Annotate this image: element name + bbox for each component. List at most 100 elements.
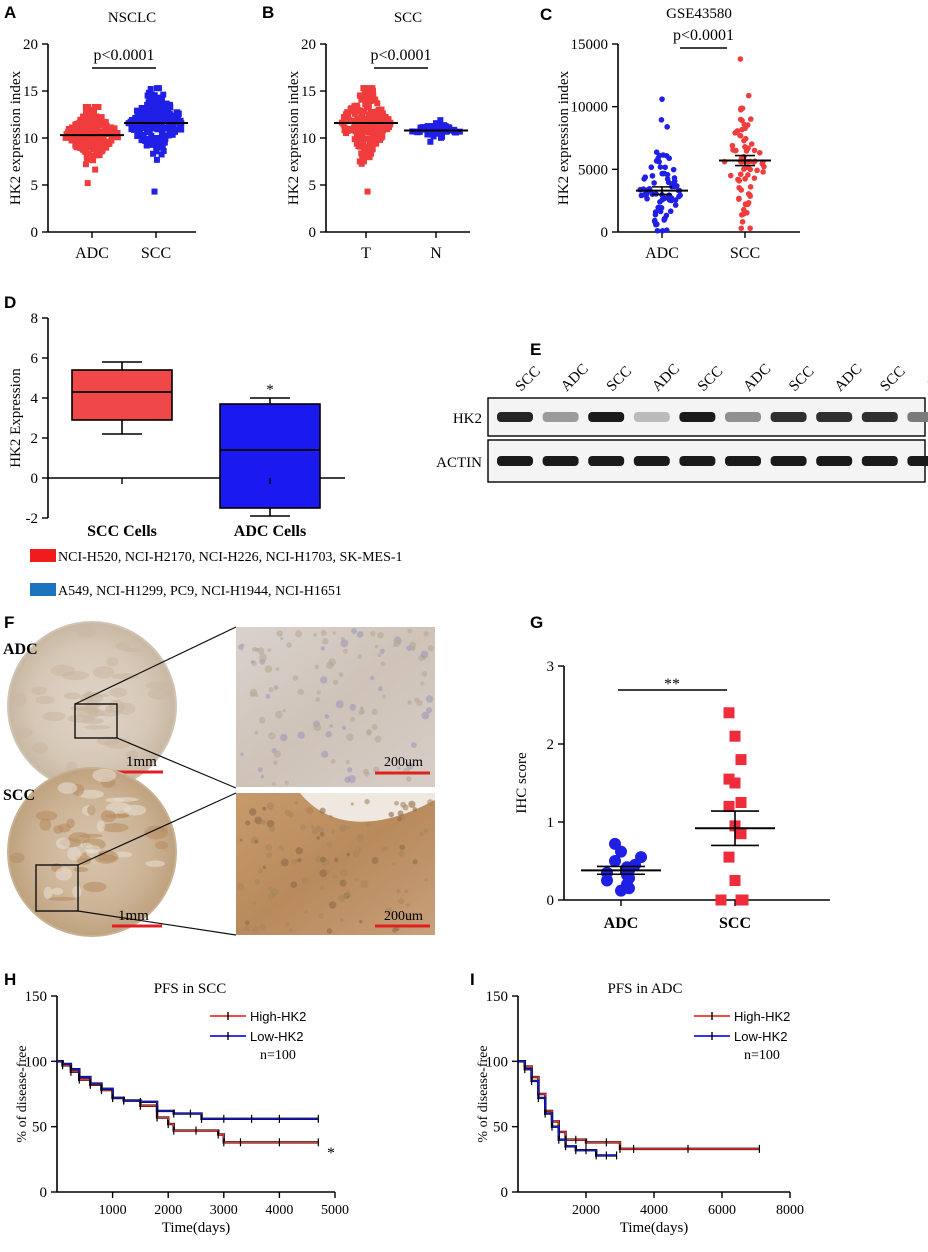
cell-nucleus [262,865,267,870]
panel-B: SCC HK2 expression index 0 5 10 15 20 T Np<0.000… [286,10,470,262]
data-point [382,124,389,131]
cell-nucleus [406,645,412,651]
panel-label-D: D [4,293,16,312]
data-point [366,98,373,105]
data-point [132,114,139,121]
cell-nucleus [268,687,274,693]
cell-nucleus [297,731,305,739]
panel-I: PFS in ADC % of disease-free 0 50 100 150 2000… [476,981,804,1236]
y-axis-label: HK2 Expression [8,368,24,468]
data-point [151,92,158,99]
cell-nucleus [340,637,346,642]
data-point [357,92,364,99]
cell-nucleus [396,888,401,894]
blot-band [816,456,853,466]
box [219,403,321,509]
data-point [144,129,151,136]
cell-nucleus [381,694,386,699]
x-tick-label: 3000 [210,1203,238,1218]
panel-label-B: B [262,3,274,22]
data-point [364,188,371,195]
data-point [362,100,369,107]
tissue-texture [13,692,27,707]
data-point [367,129,374,136]
y-tick-label: 50 [32,1120,47,1136]
cell-nucleus [338,895,346,903]
tissue-texture [111,673,140,680]
data-point [84,180,91,187]
cell-nucleus [273,750,281,758]
data-point [170,115,177,122]
cell-nucleus [292,675,299,681]
data-point [91,103,98,110]
cell-nucleus [297,688,304,696]
cell-nucleus [267,648,272,653]
data-point [96,122,103,129]
significance-label: p<0.0001 [673,27,734,44]
cell-nucleus [343,648,349,654]
lane-label: ADC [558,361,592,395]
cell-nucleus [384,907,393,916]
cell-nucleus [359,919,363,924]
cell-nucleus [251,646,258,653]
cell-nucleus [286,642,293,648]
cell-nucleus [406,903,410,908]
blot-band [633,456,670,466]
cell-nucleus [410,646,416,651]
cell-nucleus [357,654,363,660]
panel-A: NSCLC HK2 expression index 0 5 10 15 20 ADC SCC p… [8,10,196,262]
data-point [159,128,166,135]
data-point [451,129,458,136]
cell-nucleus [352,850,360,857]
cell-nucleus [420,650,429,659]
panel-F: ADC 1mm 200um SCC 1mm 200um [3,621,435,937]
data-point [138,137,145,144]
data-point [148,115,155,122]
data-point [358,96,365,103]
data-point [369,114,376,121]
y-tick-label: 0 [547,893,555,909]
data-point [90,153,97,160]
data-point [348,127,355,134]
cell-nucleus [254,730,259,735]
tissue-texture [97,854,117,862]
significance-label: p<0.0001 [93,47,154,64]
cell-nucleus [421,671,428,677]
cell-nucleus [314,855,323,863]
y-tick-label: 150 [486,989,509,1005]
data-point [140,118,147,125]
cell-nucleus [265,852,272,859]
significance-label: ** [664,676,680,693]
cell-nucleus [265,843,273,851]
data-point [737,171,744,178]
tissue-texture [31,741,49,754]
cell-nucleus [424,878,428,882]
data-point [657,199,663,205]
cell-nucleus [320,676,328,684]
cell-nucleus [288,927,294,933]
legend-text: Low-HK2 [250,1029,303,1044]
data-point [739,126,745,133]
lane-label: SCC [877,363,908,394]
cell-nucleus [316,825,321,830]
panel-label-C: C [540,5,552,24]
cell-nucleus [284,809,291,816]
data-point [737,56,744,62]
data-point [738,187,745,193]
cell-nucleus [306,807,314,815]
data-point [432,120,439,127]
tissue-texture [96,736,120,746]
cell-nucleus [340,868,348,877]
data-point [147,85,154,92]
data-point [356,158,363,165]
y-tick-label: 0 [31,471,39,487]
data-point [342,113,349,120]
data-point [656,152,663,159]
data-point [62,134,69,141]
data-point [367,108,374,115]
cell-nucleus [427,645,434,652]
data-point [63,131,70,138]
data-point [672,197,679,203]
cell-nucleus [271,781,276,786]
